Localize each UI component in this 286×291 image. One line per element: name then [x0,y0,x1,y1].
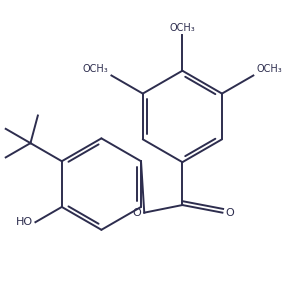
Text: OCH₃: OCH₃ [170,23,195,33]
Text: OCH₃: OCH₃ [83,63,109,74]
Text: HO: HO [15,217,33,227]
Text: OCH₃: OCH₃ [256,63,282,74]
Text: O: O [225,208,234,218]
Text: O: O [133,208,141,218]
